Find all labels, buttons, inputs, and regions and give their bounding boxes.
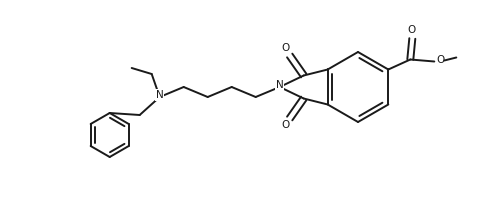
Text: N: N (276, 80, 284, 90)
Text: N: N (156, 90, 164, 100)
Text: O: O (282, 43, 290, 54)
Text: O: O (436, 56, 444, 65)
Text: O: O (282, 121, 290, 130)
Text: O: O (407, 25, 415, 36)
